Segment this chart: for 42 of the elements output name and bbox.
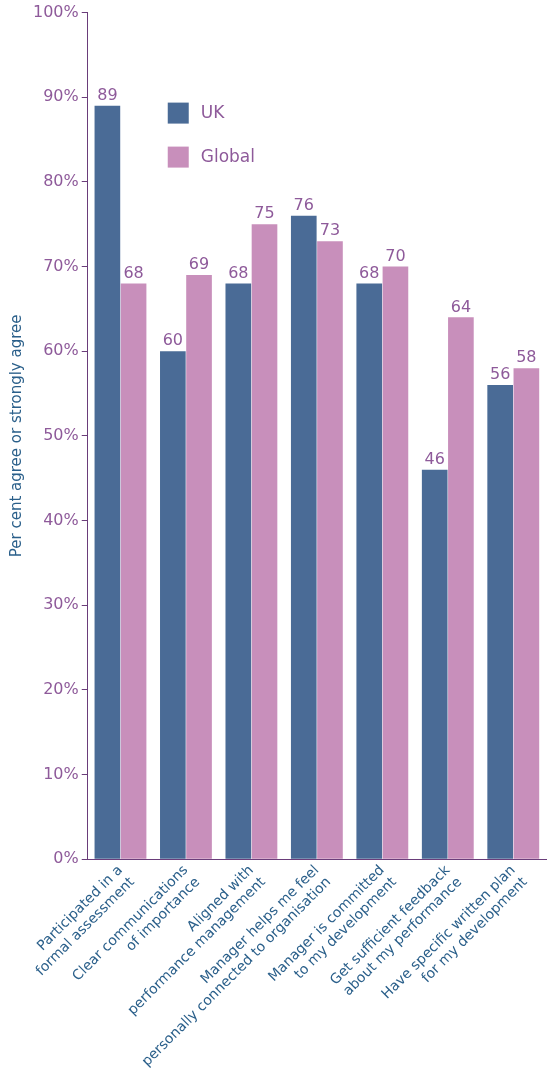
data-label: 46 [424, 448, 445, 468]
data-label: 75 [254, 203, 275, 223]
y-tick-label: 30% [43, 594, 79, 614]
y-tick-label: 100% [32, 1, 79, 21]
bar [421, 469, 448, 859]
y-axis-title: Per cent agree or strongly agree [6, 314, 25, 558]
legend-label: UK [200, 102, 226, 123]
bar [186, 275, 212, 859]
data-label: 60 [162, 330, 184, 350]
y-tick-label: 40% [43, 509, 79, 529]
y-tick-label: 10% [43, 763, 79, 783]
data-label: 89 [97, 84, 118, 104]
y-tick-label: 50% [43, 425, 79, 445]
data-label: 64 [450, 296, 472, 316]
bar [513, 368, 540, 859]
data-label: 58 [516, 347, 537, 367]
bar [382, 266, 409, 859]
bar [120, 283, 147, 859]
bar [160, 351, 186, 859]
data-label: 76 [293, 194, 314, 214]
data-label: 56 [489, 364, 511, 384]
bar [356, 283, 383, 859]
data-label: 68 [228, 262, 249, 282]
y-tick-label: 60% [43, 340, 79, 360]
legend-label: Global [200, 146, 255, 167]
data-label: 68 [359, 262, 380, 282]
bar [251, 224, 278, 859]
bar [487, 385, 514, 859]
data-label: 70 [385, 245, 406, 265]
y-tick-label: 90% [43, 86, 79, 106]
y-tick-label: 0% [53, 848, 79, 868]
bar [225, 283, 252, 859]
data-label: 68 [123, 262, 144, 282]
data-label: 69 [188, 254, 210, 274]
data-label: 73 [319, 220, 341, 240]
y-tick-label: 20% [43, 679, 79, 698]
bar [448, 317, 474, 859]
bar [290, 215, 317, 859]
y-tick-label: 80% [43, 171, 79, 191]
bar [317, 241, 343, 859]
bar [94, 105, 121, 859]
y-tick-label: 70% [43, 255, 79, 275]
